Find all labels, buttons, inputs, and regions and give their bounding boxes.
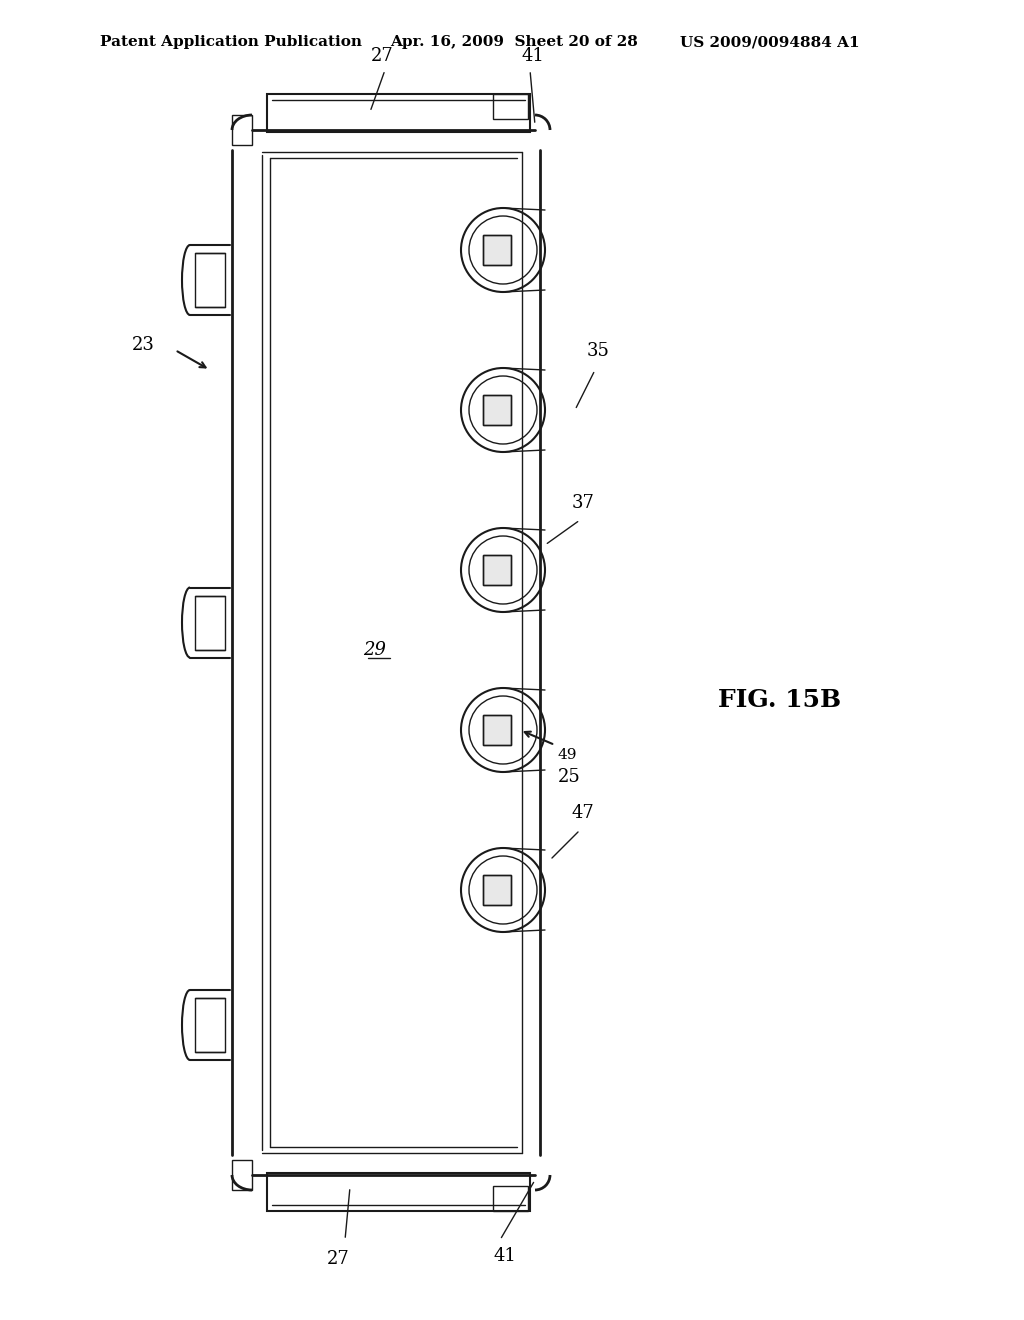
Bar	[493, 1185, 528, 1210]
Bar	[483, 715, 511, 744]
Text: 41: 41	[521, 48, 545, 65]
Text: 41: 41	[494, 1247, 516, 1265]
Bar	[267, 1173, 530, 1210]
Bar	[195, 253, 225, 308]
Text: 49: 49	[558, 748, 578, 762]
Bar	[267, 94, 530, 132]
Bar	[483, 395, 511, 425]
Bar	[483, 395, 511, 425]
Text: 47: 47	[571, 804, 594, 822]
Bar	[483, 875, 511, 906]
Text: US 2009/0094884 A1: US 2009/0094884 A1	[680, 36, 859, 49]
Bar	[195, 595, 225, 649]
Text: 35: 35	[587, 342, 609, 360]
Text: Apr. 16, 2009  Sheet 20 of 28: Apr. 16, 2009 Sheet 20 of 28	[390, 36, 638, 49]
Bar	[493, 94, 528, 119]
Text: 27: 27	[371, 48, 393, 65]
Bar	[483, 554, 511, 585]
Text: FIG. 15B: FIG. 15B	[719, 688, 842, 711]
Bar	[483, 235, 511, 265]
Bar	[232, 115, 252, 145]
Text: 25: 25	[558, 768, 581, 785]
Bar	[483, 875, 511, 906]
Text: 27: 27	[327, 1250, 349, 1269]
Bar	[483, 235, 511, 265]
Text: 29: 29	[364, 642, 386, 659]
Text: 23: 23	[132, 337, 155, 354]
Bar	[483, 554, 511, 585]
Bar	[483, 715, 511, 744]
Bar	[195, 998, 225, 1052]
Text: Patent Application Publication: Patent Application Publication	[100, 36, 362, 49]
Text: 37: 37	[571, 494, 595, 512]
Bar	[232, 1160, 252, 1191]
